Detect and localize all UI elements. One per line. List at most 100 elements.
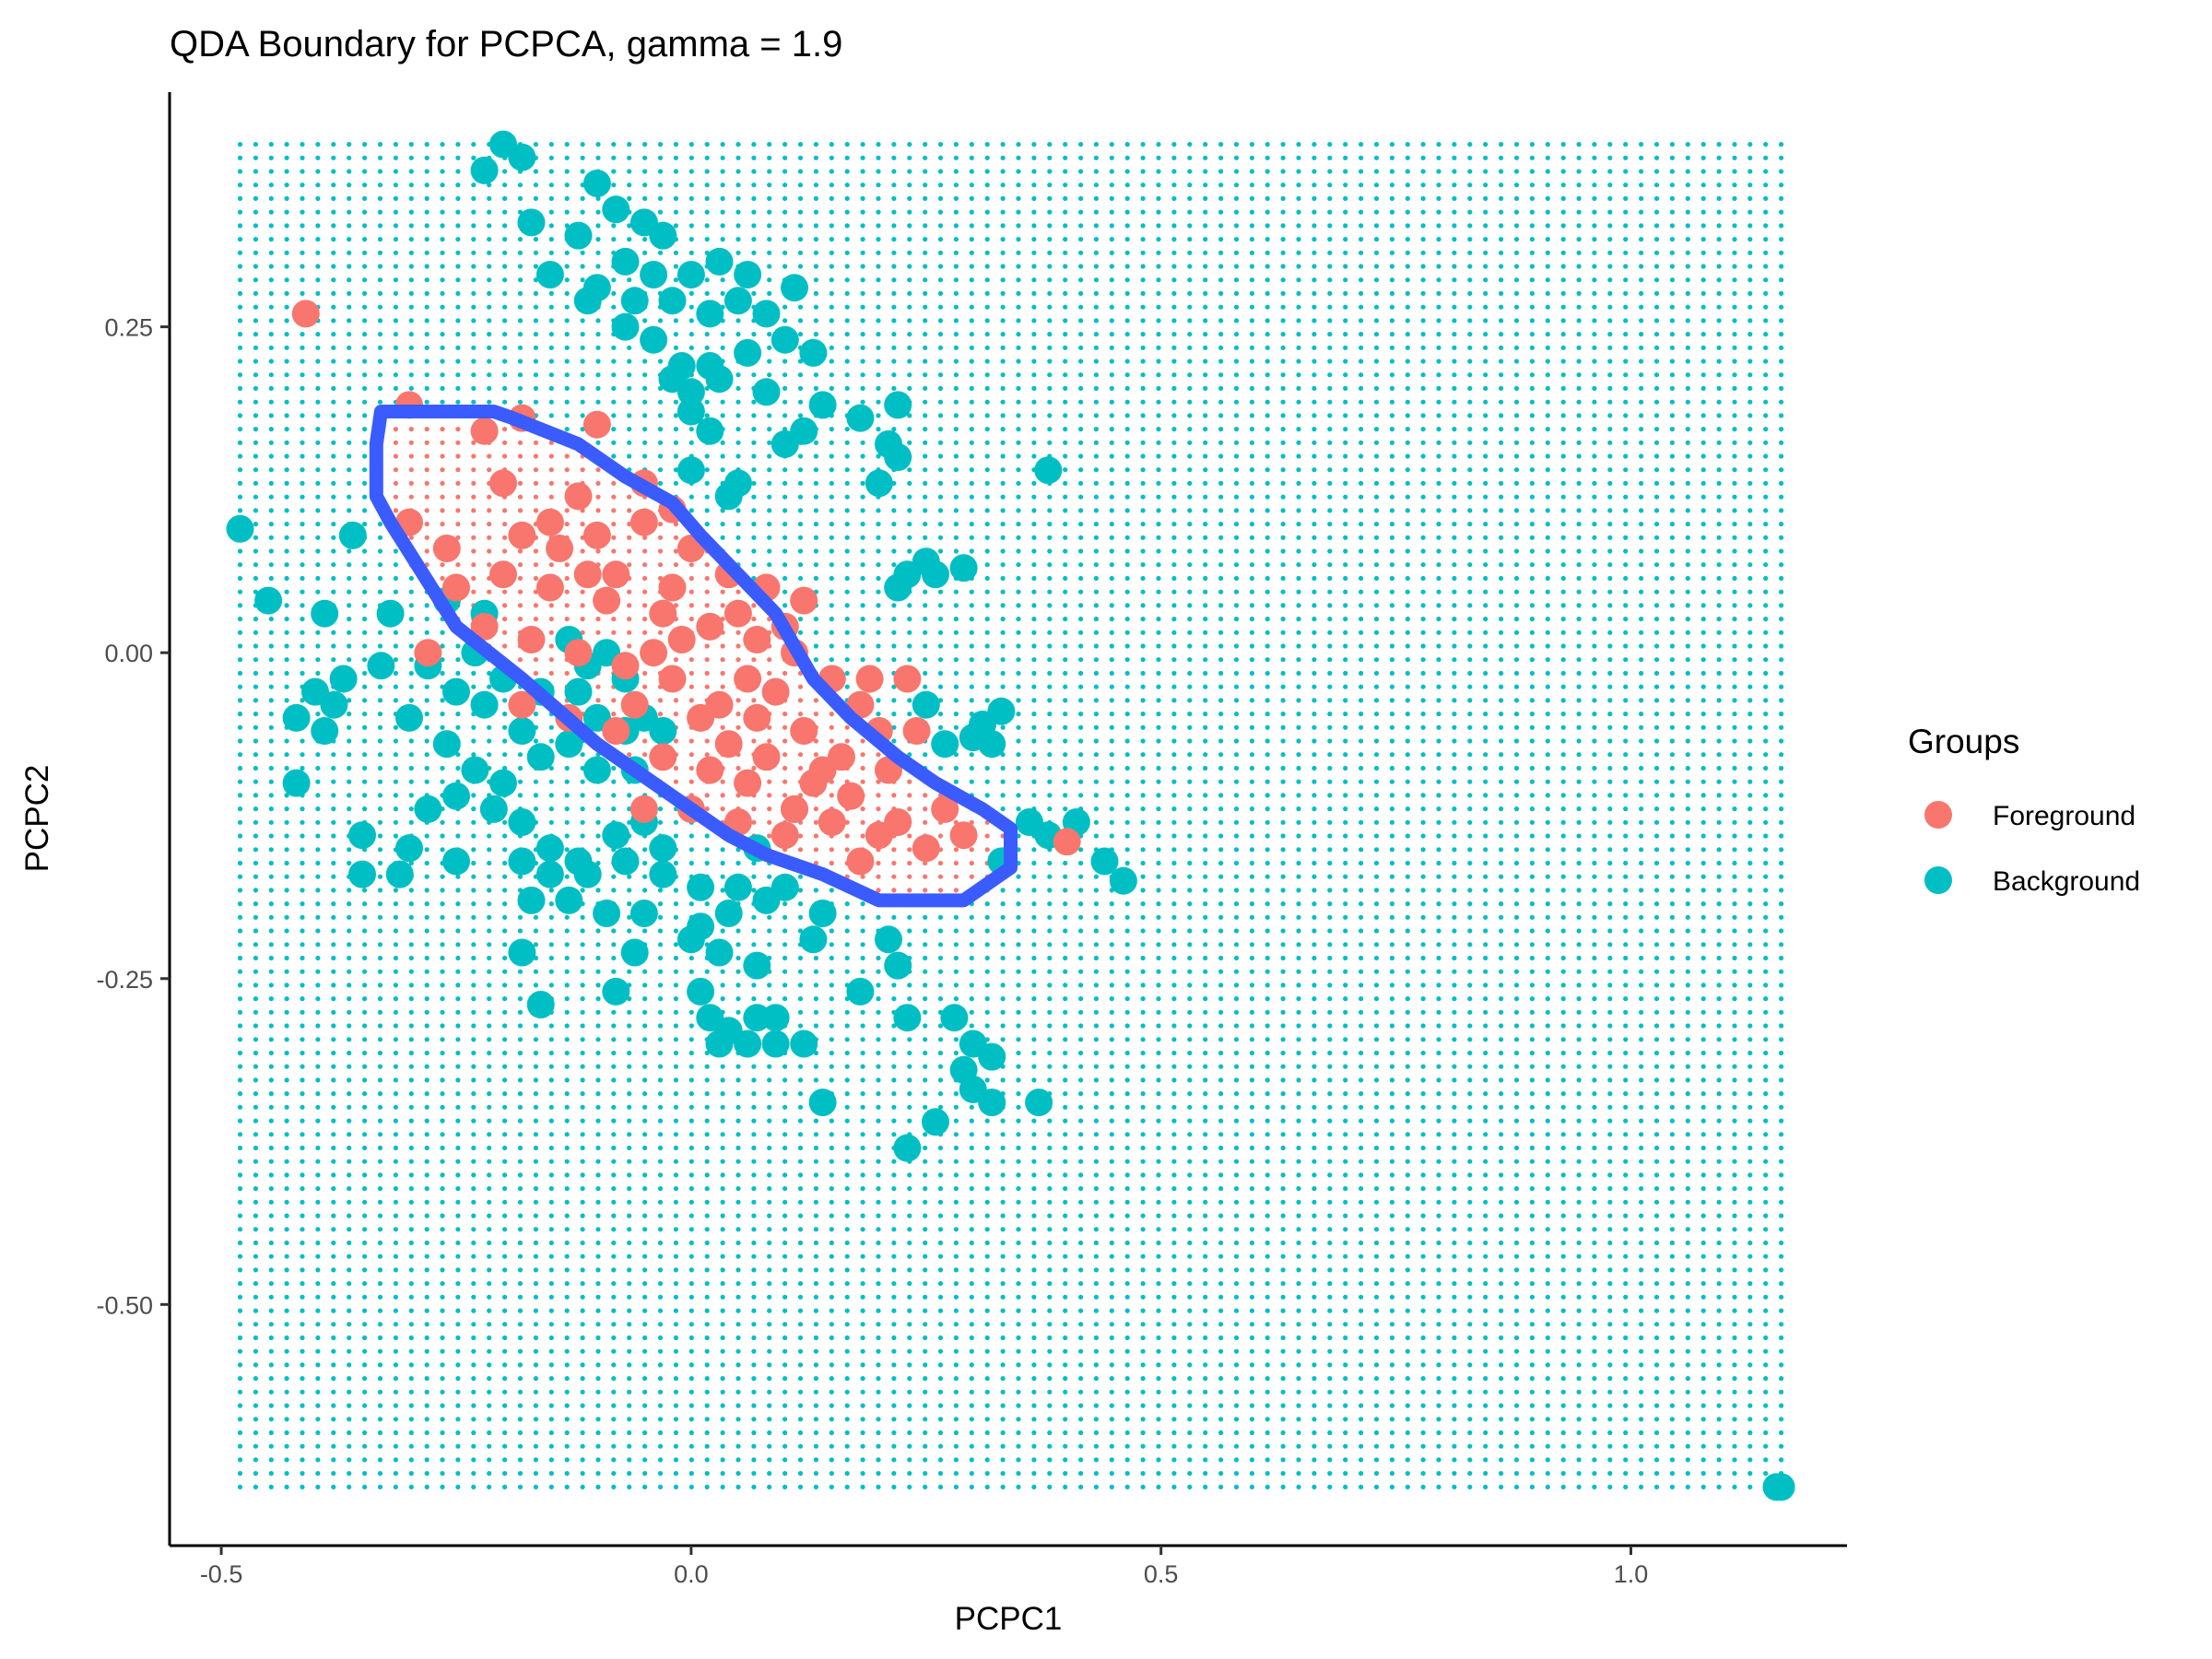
grid-point xyxy=(424,1172,429,1178)
grid-point xyxy=(300,1403,305,1408)
grid-point xyxy=(393,1172,398,1178)
grid-point xyxy=(533,385,539,391)
grid-point xyxy=(284,359,289,364)
grid-point xyxy=(253,1132,258,1137)
grid-point xyxy=(408,1172,414,1178)
grid-point xyxy=(891,1037,897,1042)
grid-point xyxy=(237,237,243,242)
grid-point xyxy=(813,1267,819,1273)
grid-point xyxy=(1000,1159,1006,1164)
grid-point xyxy=(237,765,243,771)
grid-point xyxy=(377,914,383,920)
grid-point xyxy=(923,237,928,242)
grid-point xyxy=(331,1037,336,1042)
grid-point xyxy=(315,1308,321,1313)
grid-point xyxy=(797,888,804,893)
grid-point xyxy=(657,806,664,812)
grid-point xyxy=(1000,332,1006,337)
grid-point xyxy=(813,332,819,337)
grid-point xyxy=(611,1104,617,1110)
grid-point xyxy=(548,1050,554,1056)
grid-point xyxy=(627,643,632,649)
grid-point xyxy=(548,223,554,229)
grid-point xyxy=(424,1443,429,1449)
grid-point xyxy=(362,575,368,582)
grid-point xyxy=(300,1023,305,1029)
grid-point xyxy=(876,1023,881,1029)
grid-point xyxy=(517,359,524,364)
grid-point xyxy=(813,372,819,378)
grid-point xyxy=(860,1064,865,1069)
grid-point xyxy=(642,169,648,174)
grid-point xyxy=(253,955,258,961)
grid-point xyxy=(1000,385,1006,391)
grid-point xyxy=(253,1348,258,1354)
grid-point xyxy=(767,1118,772,1124)
grid-point xyxy=(876,1199,881,1205)
grid-point xyxy=(253,1362,258,1368)
grid-point xyxy=(767,1471,772,1477)
grid-point xyxy=(984,603,990,608)
grid-point xyxy=(1000,982,1006,988)
grid-point xyxy=(315,1362,321,1368)
grid-point xyxy=(688,1132,694,1137)
grid-point xyxy=(937,195,944,201)
grid-point xyxy=(237,982,243,988)
grid-point xyxy=(268,182,274,188)
grid-point xyxy=(548,1227,554,1232)
grid-point xyxy=(937,1457,944,1463)
grid-point xyxy=(673,1471,679,1477)
grid-point xyxy=(673,209,679,215)
grid-point xyxy=(611,508,617,513)
grid-point xyxy=(237,290,243,296)
grid-point xyxy=(253,724,258,730)
grid-point xyxy=(253,1267,258,1273)
grid-point xyxy=(611,182,617,188)
grid-point xyxy=(829,182,834,188)
grid-point xyxy=(331,1484,336,1489)
grid-point xyxy=(424,1376,429,1382)
grid-point xyxy=(969,1104,974,1110)
grid-point xyxy=(844,548,850,554)
grid-point xyxy=(704,182,710,188)
grid-point xyxy=(347,480,352,487)
grid-point xyxy=(315,1213,321,1218)
grid-point xyxy=(782,304,788,310)
grid-point xyxy=(953,1376,959,1382)
grid-point xyxy=(735,712,741,717)
grid-point xyxy=(580,318,585,324)
grid-point xyxy=(315,480,321,487)
grid-point xyxy=(907,1281,912,1287)
grid-point xyxy=(969,1443,974,1449)
grid-point xyxy=(595,1077,601,1083)
grid-point xyxy=(393,779,398,784)
grid-point xyxy=(891,914,897,920)
grid-point xyxy=(253,1213,258,1218)
grid-point xyxy=(844,480,850,487)
grid-point xyxy=(331,589,336,594)
grid-point xyxy=(720,277,725,283)
grid-point xyxy=(704,1199,710,1205)
grid-point xyxy=(829,955,834,961)
grid-point xyxy=(331,1457,336,1463)
grid-point xyxy=(642,1308,648,1313)
grid-point xyxy=(377,1430,383,1436)
grid-point xyxy=(844,1064,850,1069)
grid-point xyxy=(1000,1417,1006,1422)
grid-point xyxy=(347,562,352,568)
grid-point xyxy=(813,1281,819,1287)
grid-point xyxy=(797,1023,804,1029)
grid-point xyxy=(829,562,834,568)
grid-point xyxy=(735,698,741,703)
grid-point xyxy=(424,982,429,988)
grid-point xyxy=(1000,494,1006,500)
grid-point xyxy=(611,1322,617,1327)
grid-point xyxy=(424,752,429,758)
grid-point xyxy=(751,1308,757,1313)
grid-point xyxy=(673,345,679,350)
grid-point xyxy=(595,155,601,160)
grid-point xyxy=(735,237,741,242)
grid-point xyxy=(907,522,912,527)
grid-point xyxy=(937,1077,944,1083)
grid-point xyxy=(424,1023,429,1029)
